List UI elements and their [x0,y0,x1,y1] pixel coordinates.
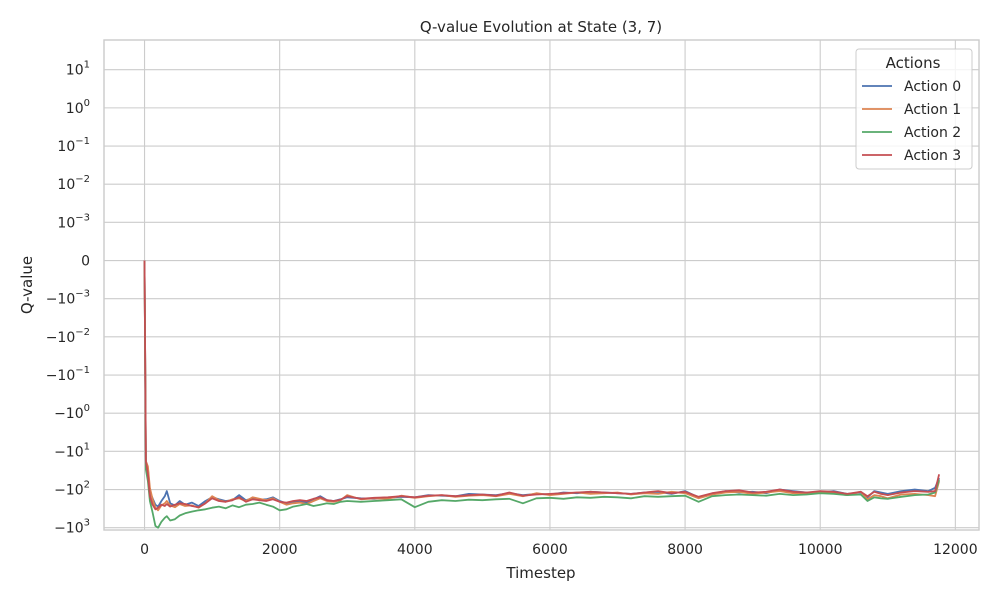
y-tick-label: 0 [81,254,90,270]
x-tick-label: 6000 [532,542,568,558]
x-tick-label: 12000 [933,542,978,558]
legend-items: Action 0 Action 1 Action 2 Action 3 [862,79,961,164]
x-tick-label: 2000 [262,542,298,558]
x-tick-label: 0 [140,542,149,558]
y-tick-label: 10−2 [57,174,90,193]
y-tick-label: −101 [54,441,90,460]
x-axis-label: Timestep [505,564,575,582]
series-line-action-3 [143,260,940,511]
legend-title: Actions [886,54,941,72]
y-tick-label: −10−1 [46,365,90,384]
series-layer [143,260,940,529]
grid-layer [104,40,979,530]
y-tick-labels: 101 100 10−1 10−2 10−3 0 −10−3 −10−2 −10−1 −100 −1… [46,60,90,537]
y-tick-label: −102 [54,480,90,499]
x-tick-labels: 0 2000 4000 6000 8000 10000 12000 [140,542,978,558]
y-tick-label: 10−1 [57,136,90,155]
legend-label-action-2: Action 2 [904,125,961,141]
plot-background [103,39,980,531]
plot-frame [103,39,980,531]
y-tick-label: −100 [54,403,90,422]
legend-label-action-3: Action 3 [904,148,961,164]
y-tick-label: −10−2 [46,327,90,346]
x-tick-label: 4000 [397,542,433,558]
y-tick-label: 10−3 [57,212,90,231]
legend-label-action-1: Action 1 [904,102,961,118]
x-tick-label: 8000 [667,542,703,558]
legend-box [855,48,973,170]
y-tick-label: −103 [54,518,90,537]
y-tick-label: 100 [66,98,90,117]
legend: Actions Action 0 Action 1 Action 2 Action 3 [855,48,973,170]
y-axis-label: Q-value [18,256,36,314]
series-line-action-2 [143,260,940,529]
chart-title: Q-value Evolution at State (3, 7) [420,18,662,36]
y-tick-label: 101 [66,60,90,79]
x-tick-label: 10000 [798,542,843,558]
legend-label-action-0: Action 0 [904,79,961,95]
y-tick-label: −10−3 [46,289,90,308]
